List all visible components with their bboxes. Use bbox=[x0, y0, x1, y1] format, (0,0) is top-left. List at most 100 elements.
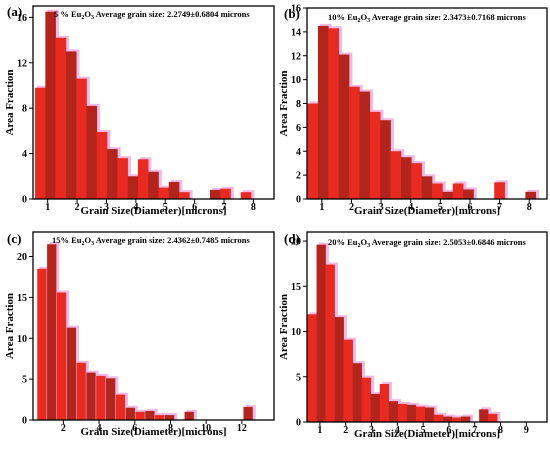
histogram-bar bbox=[328, 28, 339, 200]
histogram-bar bbox=[125, 407, 135, 420]
x-tick-label: 3 bbox=[369, 425, 374, 436]
histogram-bar bbox=[379, 384, 390, 422]
title-percent: 5 % Eu bbox=[54, 9, 82, 19]
y-tick-label: 8 bbox=[296, 99, 301, 110]
subscript: 3 bbox=[367, 243, 370, 249]
histogram-bar bbox=[65, 51, 77, 199]
histogram-bar bbox=[155, 415, 165, 420]
histogram-bar bbox=[463, 189, 474, 199]
x-tick-label: 4 bbox=[408, 202, 413, 213]
subscript: 2 bbox=[358, 18, 361, 24]
histogram-bar bbox=[452, 417, 462, 422]
histogram-bar bbox=[117, 158, 128, 199]
histogram-bar bbox=[137, 159, 149, 199]
histogram-bar bbox=[390, 151, 402, 199]
y-tick-label: 4 bbox=[22, 149, 27, 160]
histogram-bar bbox=[352, 363, 362, 422]
x-tick-label: 4 bbox=[97, 423, 102, 434]
histogram-bar bbox=[400, 157, 412, 199]
x-axis-label: Grain Size(Diameter)[microns] bbox=[80, 205, 226, 217]
histogram-bar bbox=[209, 189, 221, 199]
y-tick-label: 10 bbox=[291, 75, 301, 86]
y-axis-label: Area Fraction bbox=[278, 294, 290, 360]
y-tick-label: 10 bbox=[291, 327, 301, 338]
histogram-bar bbox=[432, 183, 443, 199]
histogram-bar bbox=[380, 120, 391, 199]
histogram-bar bbox=[343, 339, 353, 422]
histogram-bar bbox=[35, 87, 46, 199]
histogram-bar bbox=[76, 362, 86, 420]
x-tick-label: 8 bbox=[168, 423, 173, 434]
histogram-bar bbox=[135, 411, 145, 420]
y-tick-label: 0 bbox=[296, 418, 301, 429]
histogram-bar bbox=[179, 192, 190, 199]
histogram-bar bbox=[86, 372, 96, 420]
title-percent: 15% Eu bbox=[52, 235, 82, 245]
x-tick-label: 8 bbox=[251, 202, 256, 213]
y-tick-label: 12 bbox=[291, 51, 301, 62]
histogram-bar bbox=[47, 244, 57, 420]
x-tick-label: 5 bbox=[438, 202, 443, 213]
y-tick-label: 0 bbox=[22, 195, 27, 206]
plot-frame bbox=[32, 5, 275, 200]
histogram-bar bbox=[106, 378, 116, 420]
histogram-bar bbox=[168, 181, 180, 199]
histogram-bar bbox=[433, 414, 444, 422]
x-tick-label: 12 bbox=[237, 423, 247, 434]
histogram-bar bbox=[164, 415, 175, 420]
histogram-bar bbox=[148, 171, 159, 199]
histogram-bar bbox=[220, 188, 231, 199]
x-tick-label: 6 bbox=[467, 202, 472, 213]
title-oxide: O bbox=[84, 9, 91, 19]
histogram-bar bbox=[107, 149, 118, 199]
histogram-bar bbox=[452, 183, 464, 199]
x-tick-label: 2 bbox=[75, 202, 80, 213]
y-tick-label: 20 bbox=[17, 252, 27, 263]
histogram-bar bbox=[56, 292, 67, 420]
histogram-bar bbox=[145, 411, 155, 420]
histogram-bar bbox=[66, 327, 77, 420]
histogram-bar bbox=[494, 182, 505, 199]
y-axis-label: Area Fraction bbox=[4, 293, 16, 359]
panel-title: 20% Eu2O3 Average grain size: 2.5053±0.6… bbox=[328, 237, 527, 249]
y-tick-label: 15 bbox=[17, 293, 27, 304]
histogram-bar bbox=[325, 264, 335, 422]
histogram-bar bbox=[442, 191, 454, 199]
panel-title: 10% Eu2O3 Average grain size: 2.3473±0.7… bbox=[328, 12, 527, 24]
x-tick-label: 2 bbox=[61, 423, 66, 434]
y-tick-label: 12 bbox=[17, 58, 27, 69]
y-tick-label: 5 bbox=[296, 372, 301, 383]
histogram-bar bbox=[45, 11, 56, 200]
title-oxide: O bbox=[361, 237, 368, 247]
subscript: 2 bbox=[81, 15, 84, 21]
histogram-bar bbox=[317, 25, 329, 199]
histogram-bar bbox=[115, 394, 126, 420]
histogram-bar bbox=[525, 191, 537, 199]
y-tick-label: 15 bbox=[291, 282, 301, 293]
x-tick-label: 7 bbox=[472, 425, 477, 436]
y-tick-label: 10 bbox=[17, 334, 27, 345]
x-tick-label: 8 bbox=[498, 425, 503, 436]
histogram-bar bbox=[307, 103, 319, 199]
title-percent: 20% Eu bbox=[328, 237, 358, 247]
y-tick-label: 8 bbox=[22, 104, 27, 115]
histogram-bar bbox=[406, 404, 417, 422]
x-tick-label: 6 bbox=[132, 423, 137, 434]
y-tick-label: 4 bbox=[296, 147, 301, 158]
panel-title: 5 % Eu2O3 Average grain size: 2.2749±0.6… bbox=[54, 9, 250, 21]
y-tick-label: 0 bbox=[296, 195, 301, 206]
y-tick-label: 16 bbox=[291, 4, 301, 15]
histogram-bar bbox=[369, 111, 381, 199]
x-tick-label: 3 bbox=[379, 202, 384, 213]
x-axis-label: Grain Size(Diameter)[microns] bbox=[354, 428, 500, 440]
histogram-bar bbox=[415, 406, 426, 422]
title-average: Average grain size: 2.4362±0.7485 micron… bbox=[94, 235, 250, 245]
title-average: Average grain size: 2.5053±0.6846 micron… bbox=[370, 237, 526, 247]
y-tick-label: 14 bbox=[291, 27, 301, 38]
subscript: 2 bbox=[82, 241, 85, 247]
y-tick-label: 6 bbox=[296, 123, 301, 134]
